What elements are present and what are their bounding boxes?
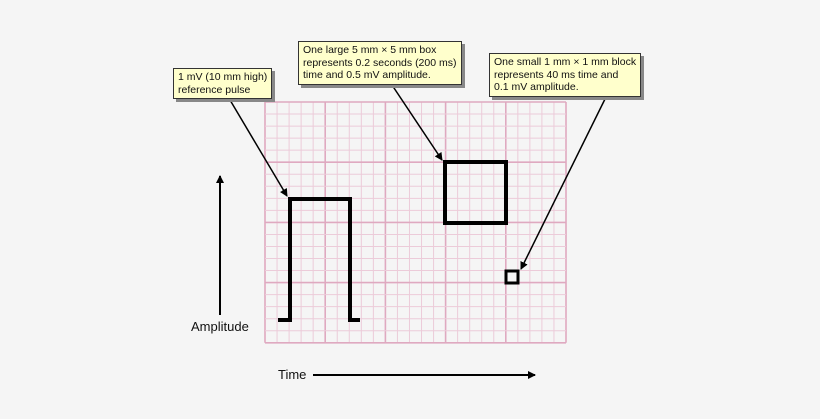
small-box-highlight bbox=[504, 269, 520, 285]
large-box-highlight bbox=[443, 160, 508, 225]
arrow-large-box bbox=[389, 81, 443, 161]
amplitude-label: Amplitude bbox=[191, 319, 249, 334]
time-label: Time bbox=[278, 367, 307, 382]
callout-large-box: One large 5 mm × 5 mm box represents 0.2… bbox=[298, 41, 462, 85]
callout-reference-pulse: 1 mV (10 mm high) reference pulse bbox=[173, 68, 273, 99]
arrow-reference bbox=[229, 99, 288, 197]
arrow-small-box bbox=[520, 94, 608, 270]
ecg-grid bbox=[264, 101, 567, 344]
reference-pulse bbox=[278, 197, 360, 322]
callout-small-box: One small 1 mm × 1 mm block represents 4… bbox=[489, 53, 642, 97]
